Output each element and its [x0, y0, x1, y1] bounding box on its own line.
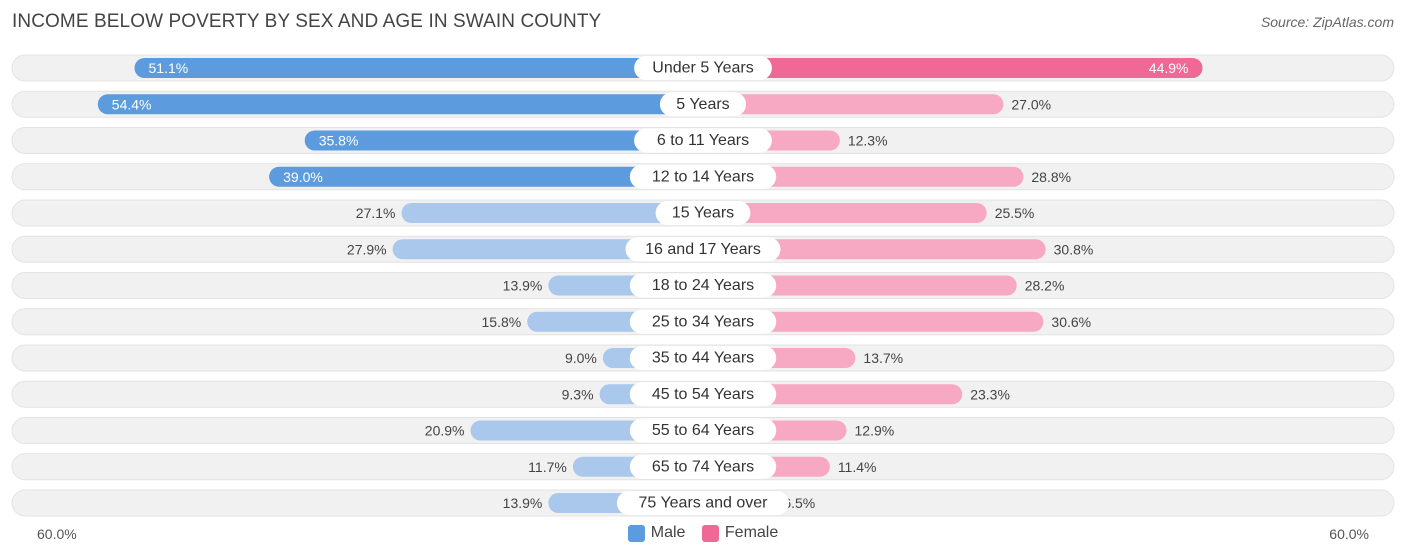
female-value-label: 28.8% [1031, 169, 1071, 185]
legend-item-male: Male [627, 524, 686, 542]
category-pill [634, 128, 772, 153]
male-value-label: 54.4% [112, 96, 152, 112]
male-value-label: 15.8% [482, 314, 522, 330]
category-label: 35 to 44 Years [652, 350, 754, 367]
axis-right-label: 60.0% [1329, 526, 1369, 542]
female-bar [703, 94, 1004, 115]
legend-male-label: Male [650, 524, 686, 541]
category-pill [629, 273, 777, 298]
category-label: 25 to 34 Years [652, 313, 754, 330]
female-value-label: 23.3% [970, 386, 1010, 402]
category-pill [625, 237, 781, 262]
category-label: 75 Years and over [639, 495, 769, 512]
legend-female-label: Female [724, 524, 779, 541]
male-bar [401, 203, 703, 223]
legend: Male Female [0, 524, 1406, 547]
female-bar [703, 275, 1017, 296]
female-value-label: 27.0% [1011, 96, 1051, 112]
male-value-label: 27.1% [356, 205, 396, 221]
female-value-label: 28.2% [1025, 278, 1065, 294]
male-bar [304, 130, 703, 151]
source-label: Source: ZipAtlas.com [1260, 14, 1394, 30]
category-label: 65 to 74 Years [652, 458, 754, 475]
male-value-label: 51.1% [149, 60, 189, 76]
male-value-label: 20.9% [425, 423, 465, 439]
male-swatch [627, 524, 645, 542]
category-label: 18 to 24 Years [652, 277, 754, 294]
male-bar [134, 58, 703, 78]
female-value-label: 12.3% [848, 133, 888, 149]
category-label: 6 to 11 Years [657, 132, 749, 149]
category-pill [629, 418, 777, 443]
category-pill [655, 201, 751, 225]
category-label: 16 and 17 Years [645, 241, 761, 258]
male-value-label: 35.8% [319, 133, 359, 149]
category-label: 45 to 54 Years [652, 386, 754, 403]
female-value-label: 11.4% [838, 459, 877, 475]
male-bar [269, 166, 703, 187]
category-pill [629, 382, 777, 407]
male-value-label: 11.7% [528, 459, 567, 475]
category-label: 5 Years [676, 96, 729, 113]
female-bar [703, 58, 1203, 78]
female-bar [703, 239, 1046, 260]
category-pill [629, 346, 777, 370]
male-bar [97, 94, 704, 115]
female-value-label: 30.8% [1054, 241, 1094, 257]
female-swatch [701, 524, 719, 542]
male-value-label: 9.3% [562, 386, 594, 402]
female-value-label: 30.6% [1051, 314, 1091, 330]
female-value-label: 44.9% [1149, 60, 1189, 76]
category-pill [616, 491, 790, 515]
category-label: 55 to 64 Years [652, 422, 754, 439]
male-value-label: 39.0% [283, 169, 323, 185]
male-value-label: 13.9% [503, 495, 543, 511]
chart-title: INCOME BELOW POVERTY BY SEX AND AGE IN S… [12, 11, 602, 32]
category-pill [629, 164, 777, 189]
category-pill [629, 454, 777, 479]
category-pill [629, 309, 777, 334]
female-bar [703, 311, 1044, 332]
female-value-label: 6.5% [783, 495, 815, 511]
female-bar [703, 203, 987, 223]
male-bar [392, 239, 703, 260]
male-value-label: 13.9% [503, 278, 543, 294]
chart-area: 51.1% 44.9% Under 5 Years 54.4% 27.0% 5 Years… [11, 54, 1395, 517]
category-label: 15 Years [672, 205, 734, 222]
category-pill [634, 56, 772, 80]
female-value-label: 13.7% [863, 350, 903, 366]
category-label: 12 to 14 Years [652, 168, 754, 185]
legend-item-female: Female [701, 524, 779, 542]
female-bar [703, 166, 1024, 187]
axis-left-label: 60.0% [37, 526, 77, 542]
female-value-label: 25.5% [995, 205, 1035, 221]
male-value-label: 9.0% [565, 350, 597, 366]
male-value-label: 27.9% [347, 241, 387, 257]
category-pill [659, 92, 747, 117]
female-value-label: 12.9% [855, 423, 895, 439]
category-label: Under 5 Years [652, 60, 753, 77]
